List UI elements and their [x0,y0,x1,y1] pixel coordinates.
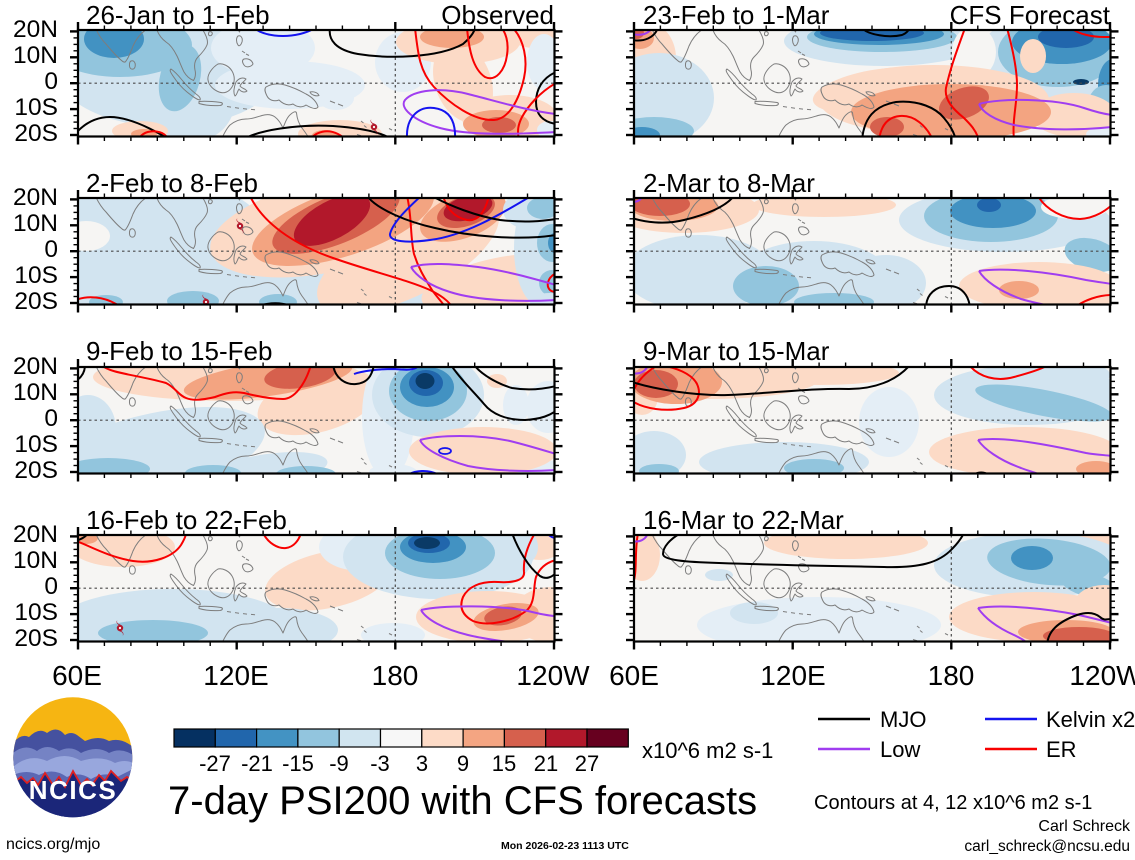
svg-text:NCICS: NCICS [29,775,117,805]
